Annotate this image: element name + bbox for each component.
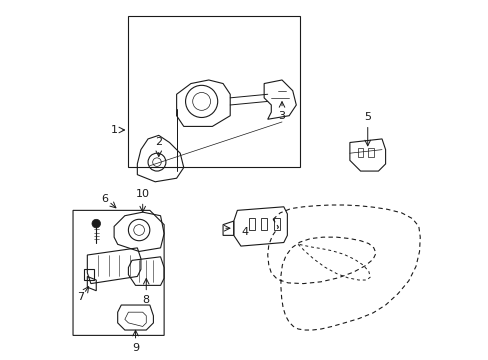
Bar [367,148,373,157]
Text: 6: 6 [101,194,108,203]
Bar [357,148,363,157]
Bar [273,217,279,230]
Text: 4: 4 [241,227,247,237]
Text: 5: 5 [364,112,370,122]
Text: 3: 3 [278,111,285,121]
Text: 7: 7 [77,292,83,302]
Circle shape [92,219,101,228]
Text: 10: 10 [135,189,149,199]
Bar [261,217,266,230]
Text: 9: 9 [132,343,139,353]
Text: 2: 2 [155,138,162,148]
Bar [248,217,254,230]
Text: 8: 8 [142,295,149,305]
Text: 1: 1 [110,125,118,135]
